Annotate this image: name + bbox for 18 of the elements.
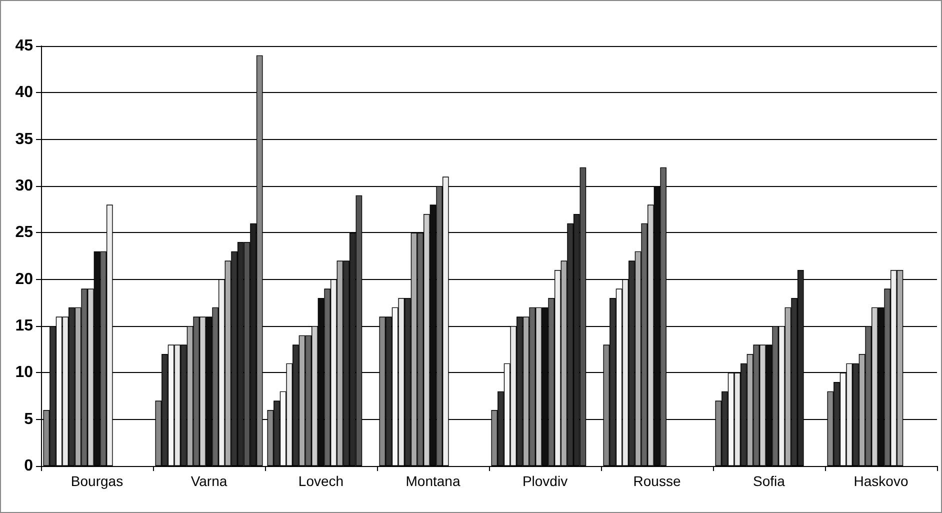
y-tick-label: 15 xyxy=(15,318,34,334)
x-tick-label: Plovdiv xyxy=(522,473,568,489)
y-tick-label: 30 xyxy=(15,178,34,194)
y-tick-label: 40 xyxy=(15,84,34,102)
y-tick-label: 25 xyxy=(15,224,34,242)
x-tick-label: Rousse xyxy=(633,473,681,489)
y-tick-label: 35 xyxy=(15,130,34,148)
x-tick-label: Varna xyxy=(190,473,228,489)
y-tick-label: 20 xyxy=(15,270,34,288)
x-tick-label: Lovech xyxy=(298,473,344,489)
y-tick-label: 0 xyxy=(24,458,34,474)
y-tick-label: 5 xyxy=(24,410,34,428)
y-tick-label: 45 xyxy=(15,38,34,54)
x-tick-label: Haskovo xyxy=(854,473,908,489)
x-tick-label: Sofia xyxy=(753,473,786,489)
x-tick-label: Montana xyxy=(406,473,460,489)
y-tick-label: 10 xyxy=(15,364,34,382)
x-tick-label: Bourgas xyxy=(70,473,124,489)
